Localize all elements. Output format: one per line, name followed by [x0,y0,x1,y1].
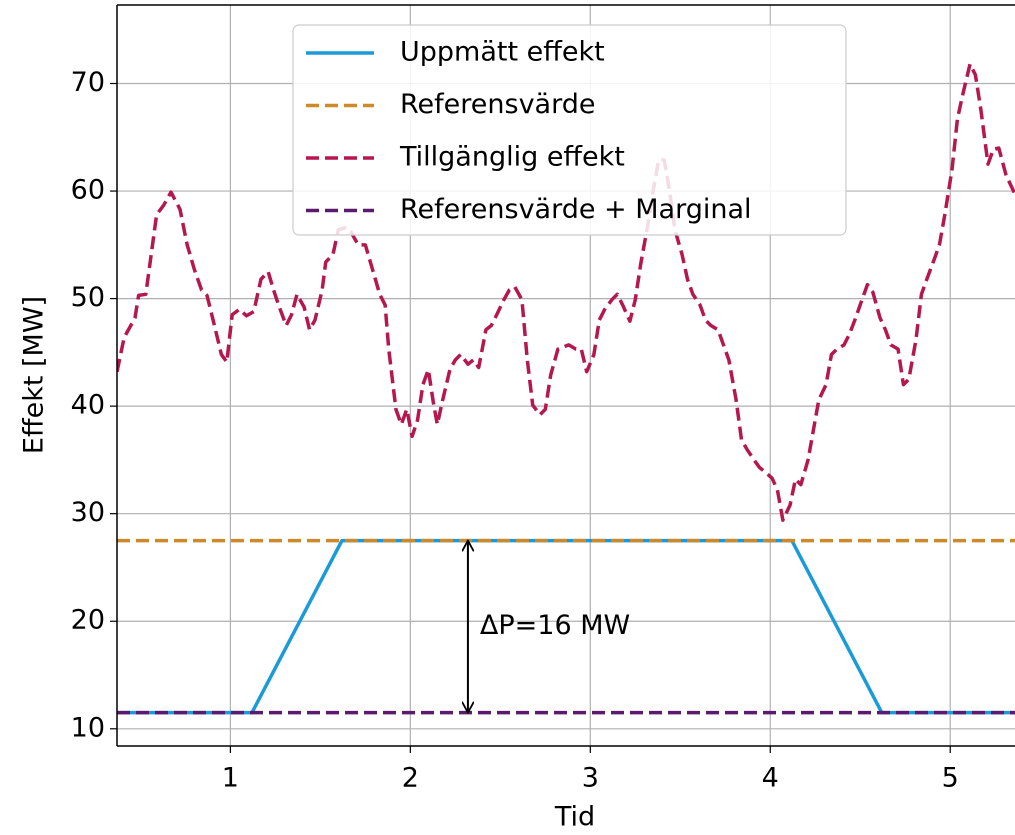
x-axis-label: Tid [554,802,595,833]
y-tick-label: 60 [71,175,105,206]
x-tick-label: 2 [402,763,419,794]
legend: Uppmätt effekt Referensvärde Tillgänglig e… [292,24,847,236]
y-tick-label: 10 [71,712,105,743]
y-tick-label: 40 [71,390,105,421]
annotation: ΔP=16 MW [468,541,630,713]
legend-box [292,24,847,236]
legend-label: Referensvärde + Marginal [400,194,752,225]
legend-label: Uppmätt effekt [400,37,605,68]
y-tick-label: 30 [71,497,105,528]
plot-lines [117,62,1015,715]
y-tick-label: 50 [71,282,105,313]
axes: 10 20 30 40 50 60 70 1 2 3 4 5 [71,4,1015,794]
series-line [117,62,1015,522]
legend-label: Tillgänglig effekt [399,142,625,173]
x-tick-label: 1 [222,763,239,794]
x-tick-label: 5 [942,763,959,794]
annotation-text: ΔP=16 MW [480,610,630,641]
legend-label: Referensvärde [400,89,595,120]
y-tick-label: 20 [71,605,105,636]
x-tick-label: 4 [762,763,779,794]
y-axis-label: Effekt [MW] [19,296,50,454]
y-tick-label: 70 [71,67,105,98]
x-tick-label: 3 [582,763,599,794]
